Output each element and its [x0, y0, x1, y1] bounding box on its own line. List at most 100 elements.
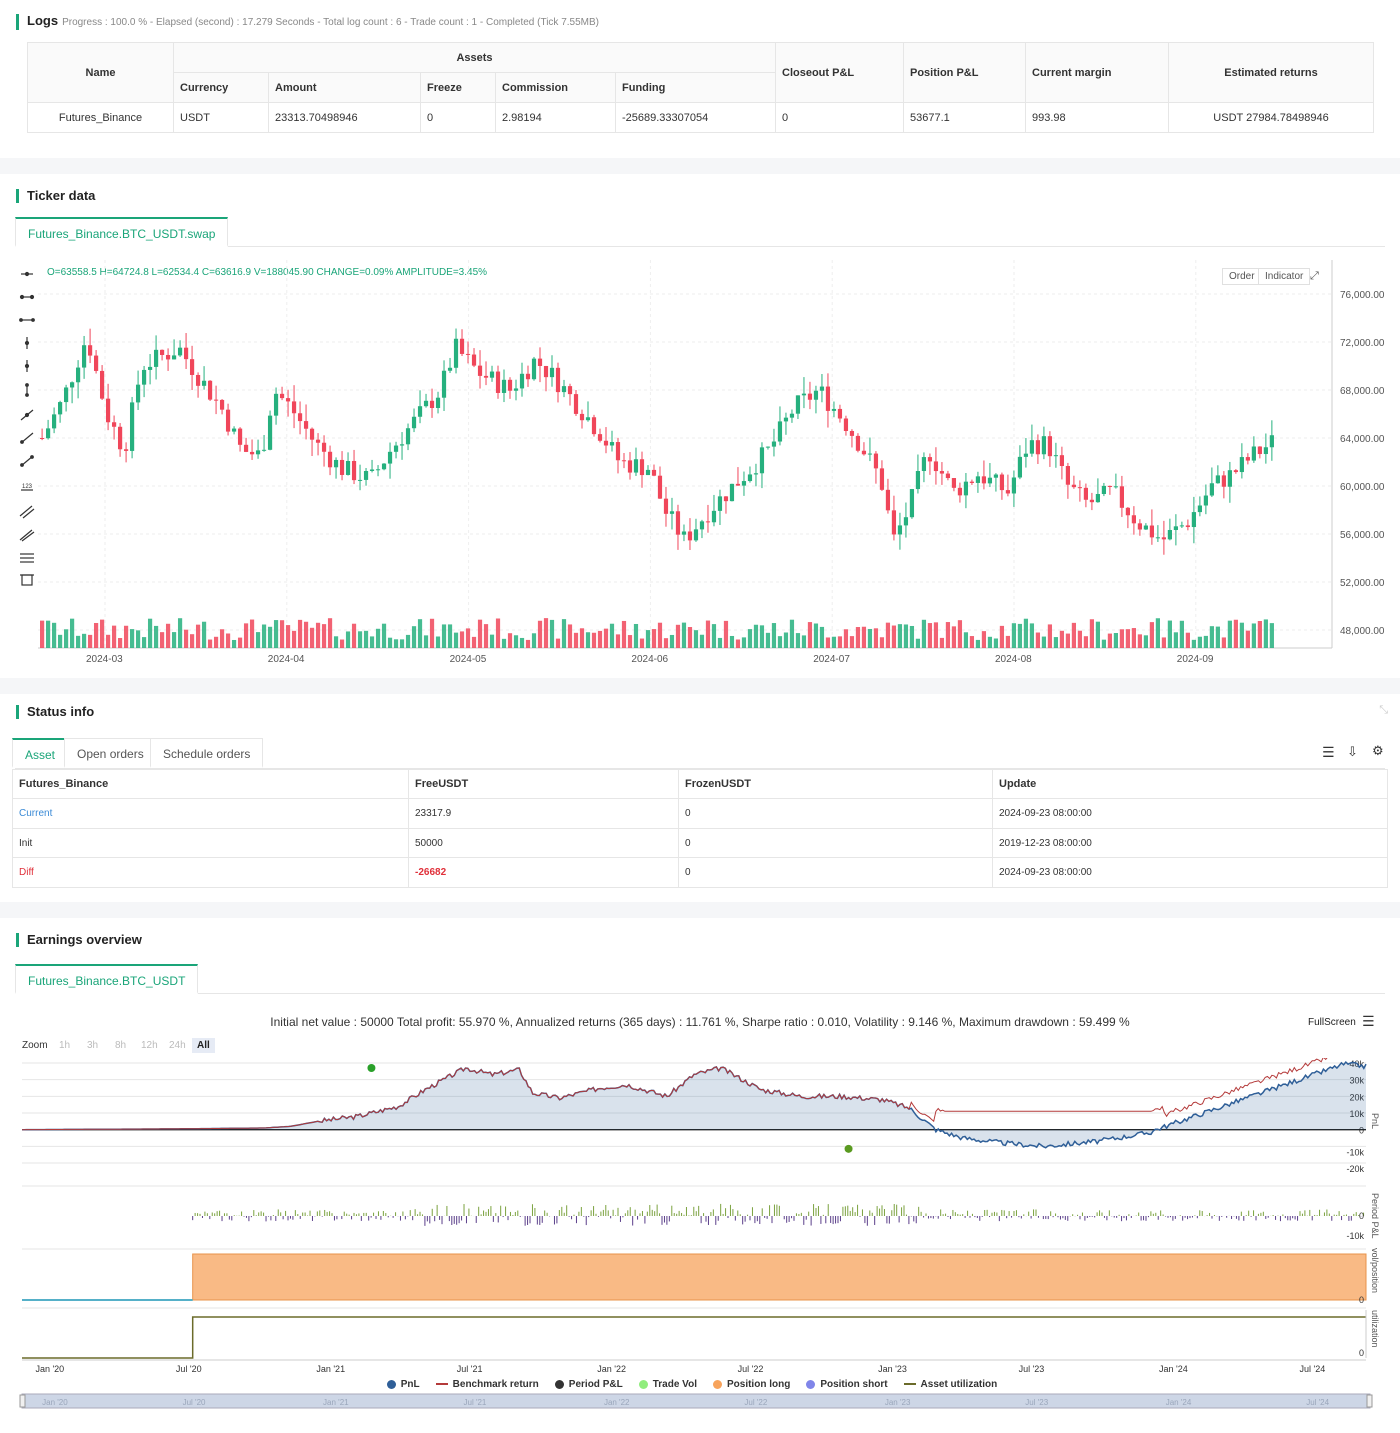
zoom-12h[interactable]: 12h [141, 1040, 158, 1051]
volume-bar [1011, 623, 1017, 648]
col-exchange: Futures_Binance [12, 769, 409, 799]
tab-schedule-orders[interactable]: Schedule orders [150, 738, 264, 768]
zoom-all[interactable]: All [192, 1038, 215, 1053]
candle-body [231, 428, 237, 432]
volume-bar [1269, 623, 1274, 648]
candle-body [669, 511, 675, 514]
indicator-button[interactable]: Indicator [1258, 268, 1311, 285]
volume-bar [579, 628, 585, 648]
y-tick-label: 52,000.00 [1340, 578, 1385, 589]
candle-body [1071, 484, 1077, 488]
legend-item[interactable]: Benchmark return [435, 1379, 539, 1390]
earnings-legend: PnL Benchmark return Period P&L Trade Vol Po… [0, 1379, 1400, 1390]
volume-bar [849, 636, 855, 648]
candle-body [447, 367, 453, 371]
volume-bar [411, 626, 417, 648]
volume-bar [1035, 632, 1041, 648]
expand-icon[interactable]: ⤢ [1310, 270, 1319, 282]
download-icon[interactable]: ⇩ [1347, 744, 1358, 759]
volume-bar [519, 637, 525, 648]
menu-icon[interactable]: ☰ [1362, 1013, 1375, 1029]
legend-item[interactable]: Trade Vol [638, 1379, 697, 1390]
candle-body [207, 380, 213, 400]
x-tick-label: 2024-04 [268, 654, 305, 665]
gear-icon[interactable]: ⚙ [1372, 743, 1384, 758]
legend-item[interactable]: Asset utilization [903, 1379, 997, 1390]
tab-asset[interactable]: Asset [12, 738, 69, 768]
volume-bar [285, 625, 291, 648]
candle-body [477, 365, 483, 376]
zoom-24h[interactable]: 24h [169, 1040, 186, 1051]
volume-bar [1071, 622, 1077, 648]
fullscreen-button[interactable]: FullScreen [1308, 1017, 1356, 1028]
volume-bar [1131, 628, 1136, 648]
tab-open-orders[interactable]: Open orders [64, 738, 157, 768]
candle-body [795, 395, 801, 414]
tab-ticker[interactable]: Futures_Binance.BTC_USDT.swap [15, 217, 229, 247]
legend-item[interactable]: Position short [806, 1379, 888, 1390]
volume-bar [321, 624, 327, 648]
svg-text:123: 123 [22, 484, 33, 490]
order-button[interactable]: Order [1222, 268, 1262, 285]
volume-bar [279, 620, 285, 648]
volume-bar [1149, 622, 1154, 648]
candle-body [801, 393, 807, 396]
pnl-tick-label: -10k [1346, 1147, 1364, 1157]
zoom-1h[interactable]: 1h [59, 1040, 71, 1051]
volume-bar [933, 622, 939, 648]
candle-body [915, 471, 921, 490]
navigator-label: Jul '21 [464, 1398, 487, 1407]
volume-bar [201, 621, 207, 648]
volume-bar [1017, 623, 1023, 648]
volume-bar [819, 626, 825, 648]
legend-item[interactable]: Position long [712, 1379, 790, 1390]
candle-body [831, 408, 837, 411]
candle-body [897, 525, 903, 535]
candle-body [1023, 453, 1029, 457]
candle-body [345, 460, 351, 475]
candle-body [903, 517, 909, 526]
candle-body [1245, 457, 1250, 461]
candle-body [117, 426, 123, 450]
navigator-label: Jul '23 [1025, 1398, 1048, 1407]
axis-title-util: utilization [1370, 1310, 1380, 1348]
candle-body [711, 510, 717, 523]
axis-title-period: Period P&L [1370, 1193, 1380, 1239]
candle-body [891, 510, 897, 535]
candle-body [159, 349, 165, 355]
volume-bar [333, 636, 339, 648]
candle-body [1083, 487, 1089, 500]
candle-body [51, 414, 57, 429]
drawing-tools-icon[interactable]: 123 [16, 264, 38, 594]
candle-body [549, 367, 555, 378]
legend-swatch-icon [554, 1379, 564, 1389]
collapse-icon[interactable]: ⤡ [1379, 704, 1388, 716]
volume-bar [1059, 630, 1065, 648]
candle-body [1035, 440, 1041, 455]
legend-swatch-icon [712, 1379, 722, 1389]
zoom-8h[interactable]: 8h [115, 1040, 127, 1051]
candle-body [525, 373, 531, 380]
candle-body [40, 438, 45, 439]
candle-body [1251, 446, 1256, 461]
volume-bar [57, 634, 63, 648]
volume-bar [483, 624, 489, 648]
list-icon[interactable]: ☰ [1322, 744, 1335, 760]
col-estimated: Estimated returns [1168, 42, 1374, 103]
candle-body [465, 353, 471, 355]
volume-bar [609, 623, 615, 648]
volume-bar [789, 619, 795, 648]
volume-bar [675, 624, 681, 648]
volume-bar [453, 632, 459, 648]
legend-item[interactable]: Period P&L [554, 1379, 623, 1390]
tab-earnings[interactable]: Futures_Binance.BTC_USDT [15, 964, 199, 994]
volume-bar [975, 639, 981, 648]
y-tick-label: 48,000.00 [1340, 626, 1385, 637]
candlestick-chart[interactable]: 76,000.00 72,000.00 68,000.00 64,000.00 60,0… [38, 260, 1390, 672]
candle-body [201, 380, 207, 386]
zoom-3h[interactable]: 3h [87, 1040, 99, 1051]
candle-body [411, 416, 417, 429]
candle-body [45, 428, 51, 439]
legend-item[interactable]: PnL [386, 1379, 420, 1390]
